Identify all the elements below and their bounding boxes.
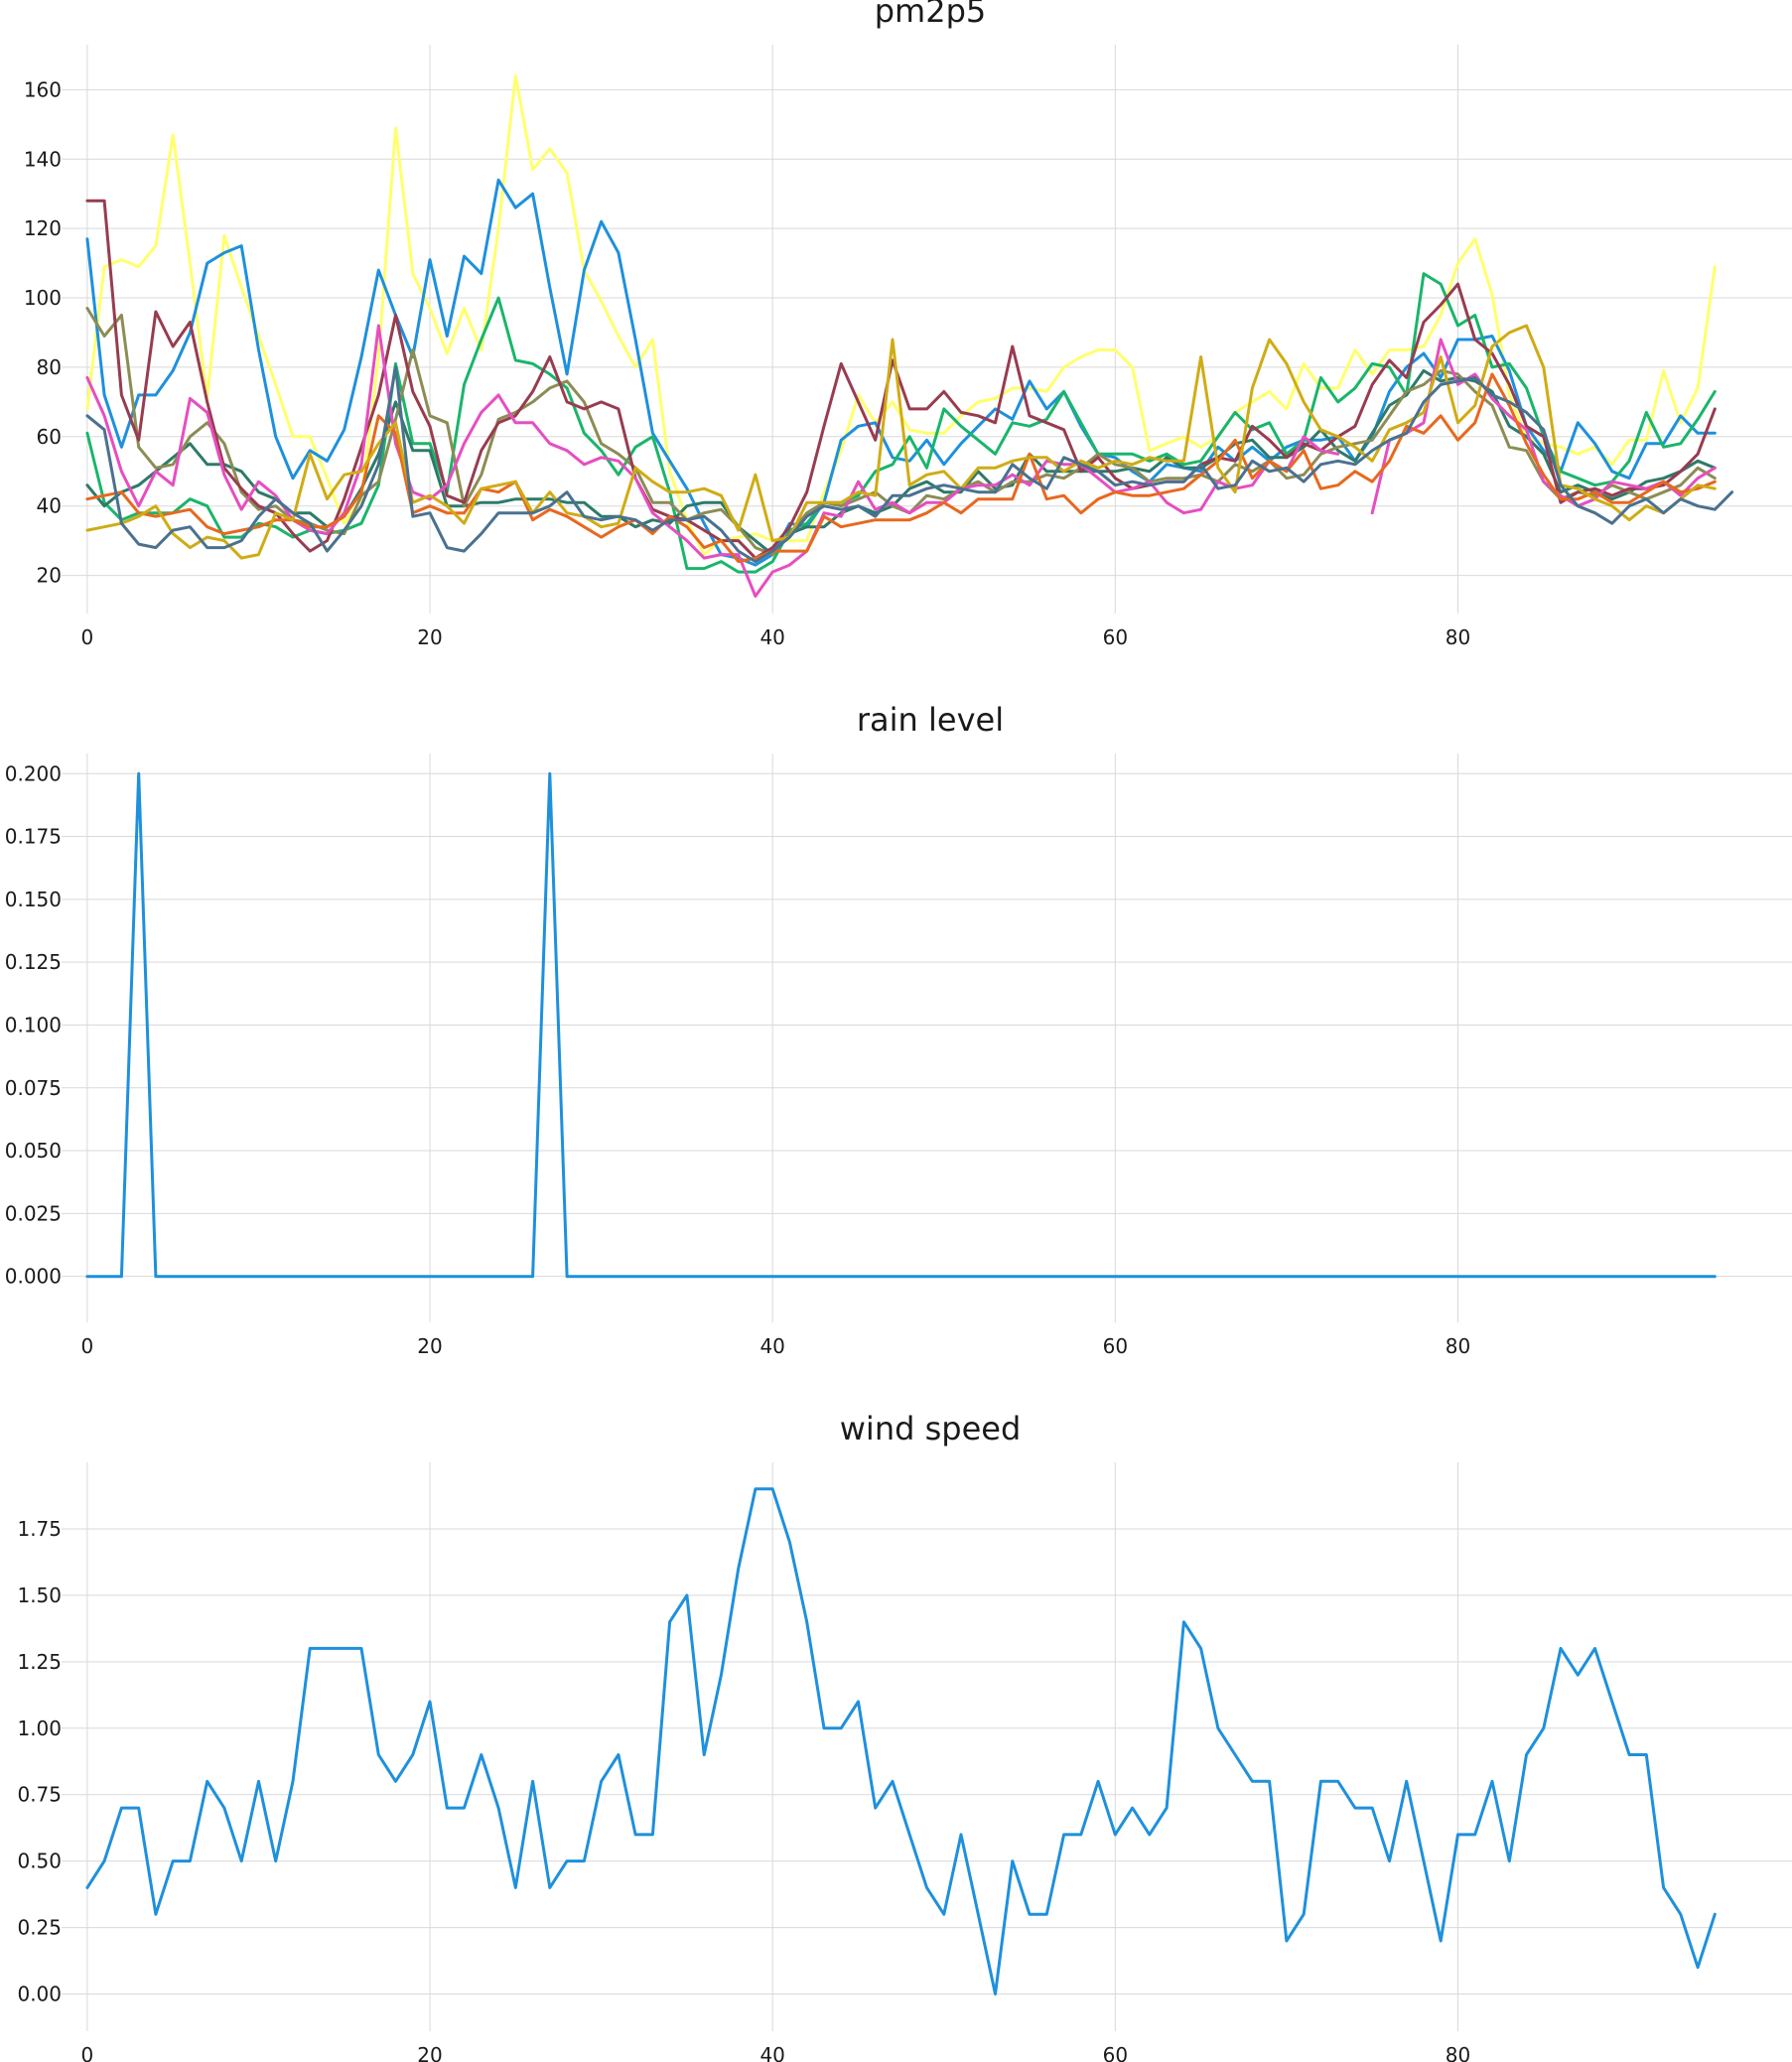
pm2p5-series-line-7 (85, 372, 1717, 564)
pm2p5-y-tick-label: 60 (37, 425, 62, 449)
pm2p5-x-tick-label: 20 (417, 625, 442, 649)
rain-level-grid (62, 754, 1792, 1322)
rain-level-y-tick-label: 0.150 (5, 888, 62, 911)
pm2p5-series-line-6 (85, 324, 1717, 598)
rain-level-y-tick-label: 0.200 (5, 761, 62, 785)
pm2p5-series-line-5 (85, 199, 1717, 560)
pm2p5-x-tick-label: 0 (81, 625, 94, 649)
wind-speed-x-tick-label: 60 (1103, 2043, 1128, 2062)
pm2p5-y-tick-label: 120 (24, 216, 62, 240)
pm2p5-y-tick-label: 100 (24, 286, 62, 310)
rain-level-x-tick-label: 0 (81, 1334, 94, 1358)
pm2p5-title: pm2p5 (875, 0, 987, 30)
pm2p5-x-tick-label: 60 (1103, 625, 1128, 649)
wind-speed-series-line-0 (85, 1487, 1717, 1995)
pm2p5-series-line-8 (85, 324, 1717, 560)
pm2p5-series-line-3 (85, 368, 1717, 557)
wind-speed-y-tick-label: 0.00 (17, 1983, 62, 2006)
wind-speed-y-tick-label: 1.25 (17, 1650, 62, 1674)
wind-speed-y-tick-label: 0.75 (17, 1783, 62, 1807)
pm2p5-y-tick-label: 140 (24, 147, 62, 171)
rain-level-x-tick-label: 20 (417, 1334, 442, 1358)
pm2p5-y-tick-label: 160 (24, 77, 62, 101)
rain-level-series-line-0 (85, 771, 1717, 1279)
rain-level-panel: rain level 0.000 0.025 0.050 0.075 0.100 0.12… (5, 701, 1792, 1358)
rain-level-y-tick-label: 0.025 (5, 1201, 62, 1225)
wind-speed-grid (62, 1462, 1792, 2031)
pm2p5-y-tick-label: 40 (37, 494, 62, 518)
wind-speed-title: wind speed (840, 1410, 1022, 1447)
wind-speed-x-tick-label: 80 (1446, 2043, 1470, 2062)
wind-speed-x-tick-label: 20 (417, 2043, 442, 2062)
rain-level-x-tick-label: 60 (1103, 1334, 1128, 1358)
rain-level-y-tick-label: 0.175 (5, 825, 62, 849)
wind-speed-x-tick-label: 40 (759, 2043, 784, 2062)
wind-speed-y-tick-label: 1.75 (17, 1517, 62, 1541)
rain-level-y-tick-label: 0.125 (5, 950, 62, 974)
rain-level-x-tick-label: 40 (759, 1334, 784, 1358)
pm2p5-series-line-2 (85, 272, 1717, 574)
rain-level-x-tick-label: 80 (1446, 1334, 1470, 1358)
pm2p5-series-line-4 (85, 307, 1717, 557)
rain-level-y-tick-label: 0.000 (5, 1265, 62, 1289)
pm2p5-series-line-0 (85, 73, 1717, 557)
pm2p5-panel: pm2p5 20 40 60 80 100 120 140 160 0 20 40 60 80 (24, 0, 1792, 649)
wind-speed-y-tick-label: 1.00 (17, 1717, 62, 1740)
rain-level-y-tick-label: 0.075 (5, 1076, 62, 1100)
wind-speed-y-tick-label: 0.25 (17, 1916, 62, 1940)
rain-level-title: rain level (857, 701, 1004, 739)
wind-speed-y-tick-label: 0.50 (17, 1850, 62, 1873)
pm2p5-y-tick-label: 20 (37, 564, 62, 588)
wind-speed-panel: wind speed 0.00 0.25 0.50 0.75 1.00 1.25 1.50 1… (17, 1410, 1792, 2062)
pm2p5-y-tick-label: 80 (37, 355, 62, 379)
pm2p5-x-tick-label: 40 (759, 625, 784, 649)
wind-speed-y-tick-label: 1.50 (17, 1583, 62, 1607)
pm2p5-series-line-9 (85, 365, 1734, 564)
rain-level-y-tick-label: 0.050 (5, 1139, 62, 1163)
wind-speed-x-tick-label: 0 (81, 2043, 94, 2062)
rain-level-y-tick-label: 0.100 (5, 1013, 62, 1036)
pm2p5-x-tick-label: 80 (1446, 625, 1470, 649)
